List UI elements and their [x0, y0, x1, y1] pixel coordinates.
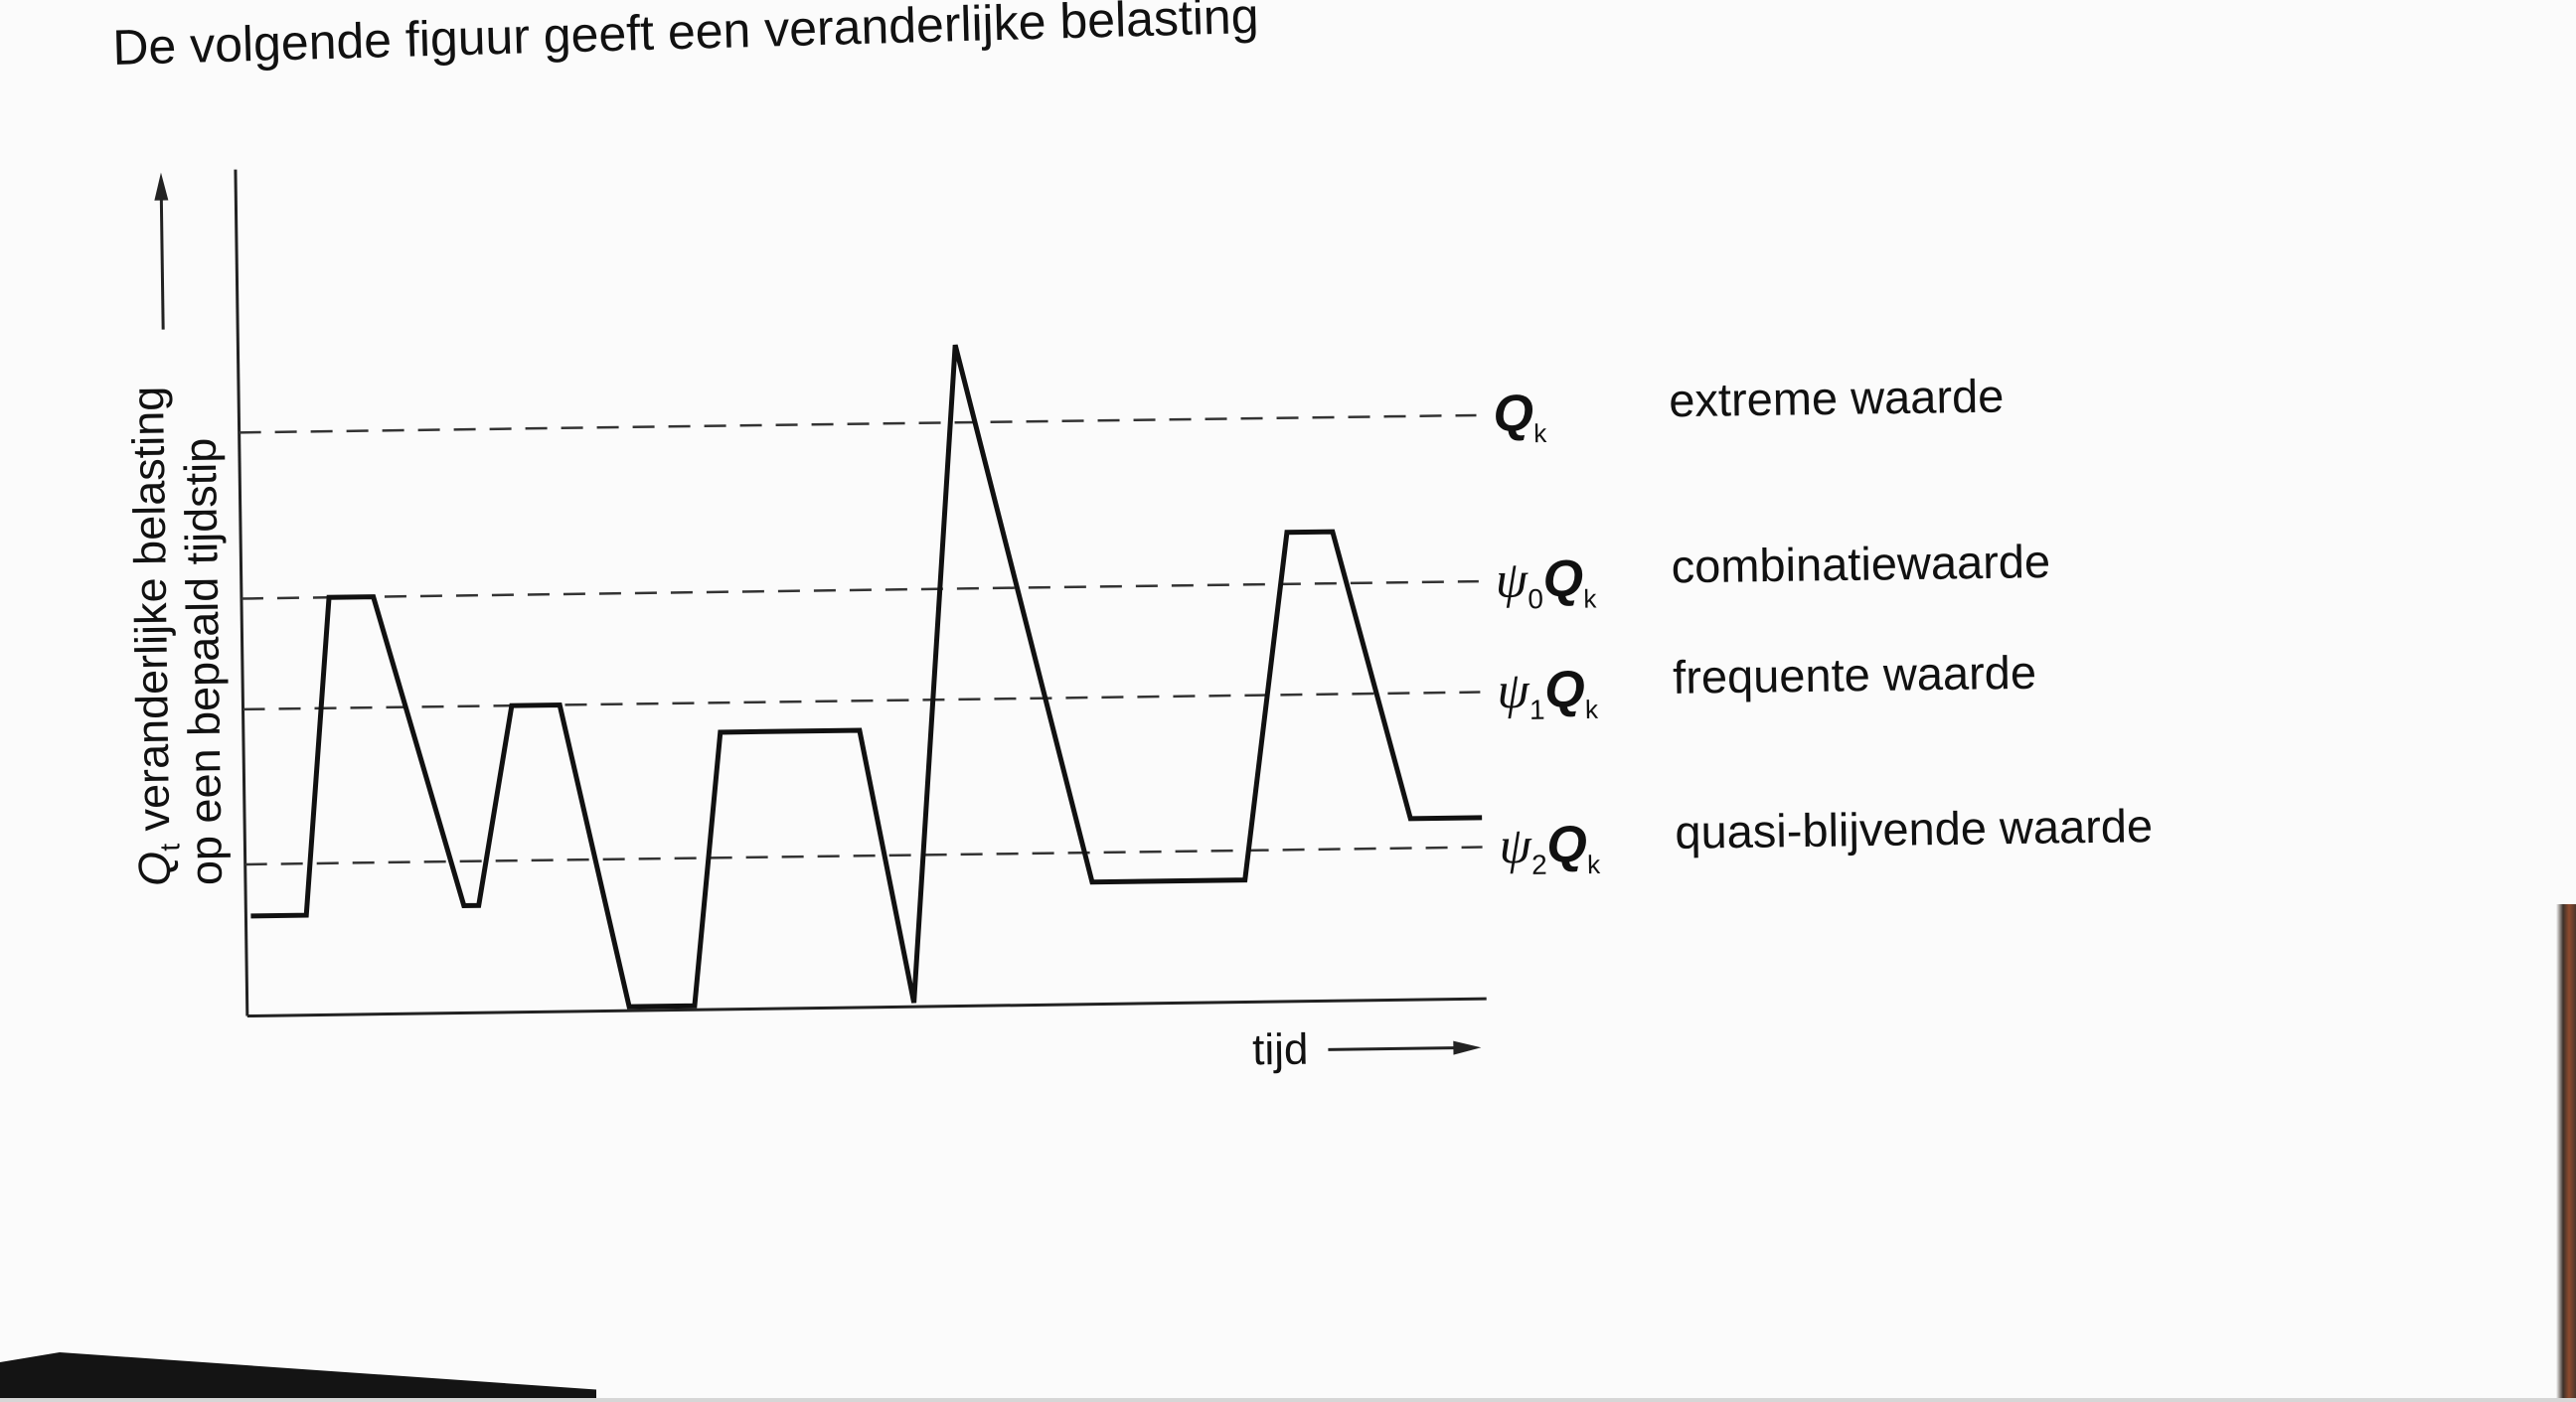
reference-line-0 — [239, 413, 1477, 434]
load-series-line — [250, 344, 1483, 1010]
y-axis — [234, 169, 249, 1016]
reference-line-3 — [244, 846, 1483, 866]
reference-labels: Qk extreme waarde ψ0Qk combinatiewaarde ψ1Qk… — [1493, 370, 2153, 880]
y-axis-label-symbol: Q — [129, 851, 180, 886]
reference-name-1: combinatiewaarde — [1671, 535, 2050, 592]
x-axis-arrow-shaft — [1328, 1045, 1463, 1051]
reference-symbol-2: ψ1Qk — [1497, 661, 1599, 725]
reference-name-3: quasi-blijvende waarde — [1675, 799, 2153, 858]
y-axis-arrow-shaft — [159, 185, 165, 330]
reference-line-1 — [241, 579, 1479, 600]
reference-name-0: extreme waarde — [1669, 370, 2005, 427]
reference-symbol-1: ψ0Qk — [1495, 549, 1597, 614]
chart-body: Qt veranderlijke belasting op een bepaal… — [122, 169, 2153, 1075]
x-axis-label: tijd — [1252, 1025, 1309, 1075]
page-bottom-edge — [0, 1398, 2576, 1402]
y-axis-label-line2: op een bepaald tijdstip — [175, 437, 232, 885]
y-axis-label-line1: veranderlijke belasting — [122, 386, 179, 844]
reference-symbol-0: Qk — [1493, 385, 1547, 449]
reference-lines — [239, 413, 1483, 866]
reference-line-2 — [242, 691, 1481, 711]
x-axis-arrowhead — [1453, 1040, 1482, 1055]
reference-name-2: frequente waarde — [1673, 646, 2037, 703]
y-axis-arrowhead — [154, 172, 169, 201]
y-axis-label: Qt veranderlijke belasting op een bepaal… — [122, 373, 232, 886]
y-axis-label-subscript: t — [154, 843, 185, 851]
x-axis — [246, 997, 1487, 1018]
reference-symbol-3: ψ2Qk — [1499, 816, 1601, 880]
page-edge-shadow — [2556, 904, 2576, 1402]
